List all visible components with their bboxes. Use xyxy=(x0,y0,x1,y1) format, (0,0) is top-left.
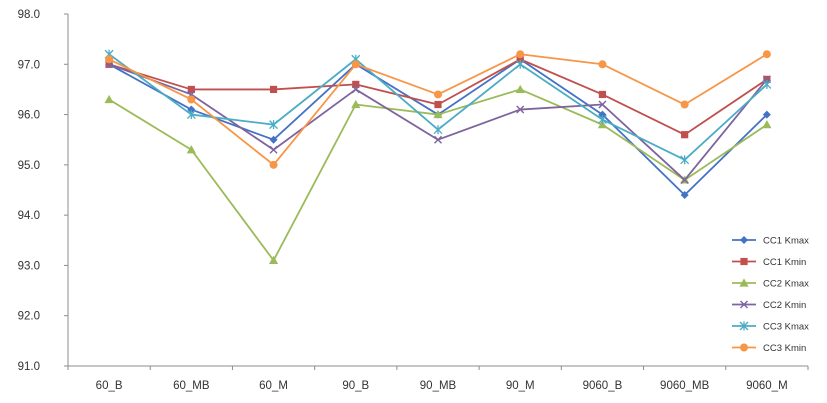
data-point xyxy=(516,50,525,59)
x-tick-label: 9060_M xyxy=(746,380,788,392)
y-tick-label: 96.0 xyxy=(18,110,40,122)
data-point xyxy=(433,125,443,135)
y-tick-labels: 91.0 92.0 93.0 94.0 95.0 96.0 97.0 98.0 xyxy=(18,9,68,373)
x-tick-label: 60_B xyxy=(96,380,123,392)
series-cc2-kmin xyxy=(105,60,771,184)
series-line xyxy=(108,53,768,166)
data-point xyxy=(434,100,442,109)
data-point xyxy=(680,155,690,165)
data-point xyxy=(762,110,771,119)
y-tick-label: 93.0 xyxy=(18,260,40,272)
x-tick-label: 60_MB xyxy=(173,380,210,392)
data-point xyxy=(186,110,196,120)
series-cc3-kmax xyxy=(104,49,772,165)
legend-label: CC1 Kmax xyxy=(763,236,809,247)
marker-stroke xyxy=(740,300,748,309)
data-point xyxy=(597,115,607,125)
y-tick-label: 92.0 xyxy=(18,311,40,323)
legend-swatch-marker xyxy=(739,321,749,331)
y-tick-label: 91.0 xyxy=(18,361,40,373)
data-point xyxy=(762,79,772,89)
legend-item: CC3 Kmin xyxy=(732,343,806,354)
x-tick-label: 9060_MB xyxy=(660,380,710,392)
series-cc3-kmin xyxy=(105,50,771,169)
series-layer xyxy=(104,49,772,264)
legend: CC1 Kmax CC1 Kmin CC2 Kmax CC2 Kmin CC3 Kmax… xyxy=(732,236,809,354)
legend-label: CC2 Kmin xyxy=(763,300,806,311)
data-point xyxy=(186,145,196,154)
legend-swatch-marker xyxy=(740,236,748,244)
data-point xyxy=(269,85,278,94)
data-point xyxy=(598,100,607,109)
data-point xyxy=(434,90,442,99)
x-tick-labels: 60_B 60_MB 60_M 90_B 90_MB 90_M 9060_B 9060_MB 9… xyxy=(67,366,809,392)
series-line xyxy=(108,63,768,181)
data-point xyxy=(515,59,525,69)
data-point xyxy=(351,85,360,94)
series-cc2-kmax xyxy=(104,84,772,264)
data-point xyxy=(598,90,607,99)
legend-label: CC3 Kmin xyxy=(763,343,806,354)
data-point xyxy=(352,80,360,88)
x-tick-label: 90_M xyxy=(506,380,535,392)
legend-item: CC3 Kmax xyxy=(732,321,809,333)
legend-label: CC1 Kmin xyxy=(763,257,806,268)
marker-stroke xyxy=(680,175,689,184)
data-point xyxy=(516,55,524,63)
data-point xyxy=(680,100,689,109)
data-point xyxy=(433,109,443,119)
data-point xyxy=(269,145,278,154)
data-point xyxy=(515,84,525,94)
marker-stroke xyxy=(516,105,525,114)
axes xyxy=(67,14,808,367)
data-point xyxy=(762,120,772,129)
data-point xyxy=(597,120,608,129)
data-point xyxy=(269,160,278,169)
data-point xyxy=(762,50,771,59)
legend-item: CC1 Kmax xyxy=(732,236,809,247)
data-point xyxy=(187,85,195,94)
data-point xyxy=(434,135,442,144)
y-tick-label: 97.0 xyxy=(18,59,40,71)
data-point xyxy=(269,135,278,144)
data-point xyxy=(268,255,279,264)
y-tick-label: 98.0 xyxy=(18,9,40,21)
data-point xyxy=(105,55,114,64)
legend-label: CC2 Kmax xyxy=(763,279,809,290)
data-point xyxy=(351,99,361,109)
data-point xyxy=(598,60,607,69)
data-point xyxy=(351,60,360,69)
x-tick-label: 90_MB xyxy=(420,380,457,392)
x-tick-label: 9060_B xyxy=(583,380,623,392)
marker-stroke xyxy=(434,135,442,144)
legend-swatch-marker xyxy=(740,300,748,309)
data-point xyxy=(104,94,114,104)
data-point xyxy=(269,120,279,130)
legend-item: CC2 Kmin xyxy=(732,300,806,311)
data-point xyxy=(516,105,525,114)
marker-stroke xyxy=(269,145,278,154)
legend-label: CC3 Kmax xyxy=(763,322,809,333)
y-tick-label: 95.0 xyxy=(18,160,40,172)
data-point xyxy=(187,95,196,104)
data-point xyxy=(681,131,689,139)
legend-item: CC2 Kmax xyxy=(732,278,809,290)
marker-stroke xyxy=(351,85,360,94)
marker-stroke xyxy=(598,100,607,109)
y-tick-label: 94.0 xyxy=(18,210,40,222)
legend-swatch-marker xyxy=(739,278,749,287)
x-tick-label: 90_B xyxy=(342,380,369,392)
legend-item: CC1 Kmin xyxy=(732,257,806,268)
data-point xyxy=(680,191,689,200)
legend-swatch-marker xyxy=(740,343,748,352)
legend-swatch-marker xyxy=(740,257,748,266)
x-tick-label: 60_M xyxy=(259,380,288,392)
data-point xyxy=(680,175,689,184)
data-point xyxy=(598,110,607,119)
data-point xyxy=(187,105,196,114)
